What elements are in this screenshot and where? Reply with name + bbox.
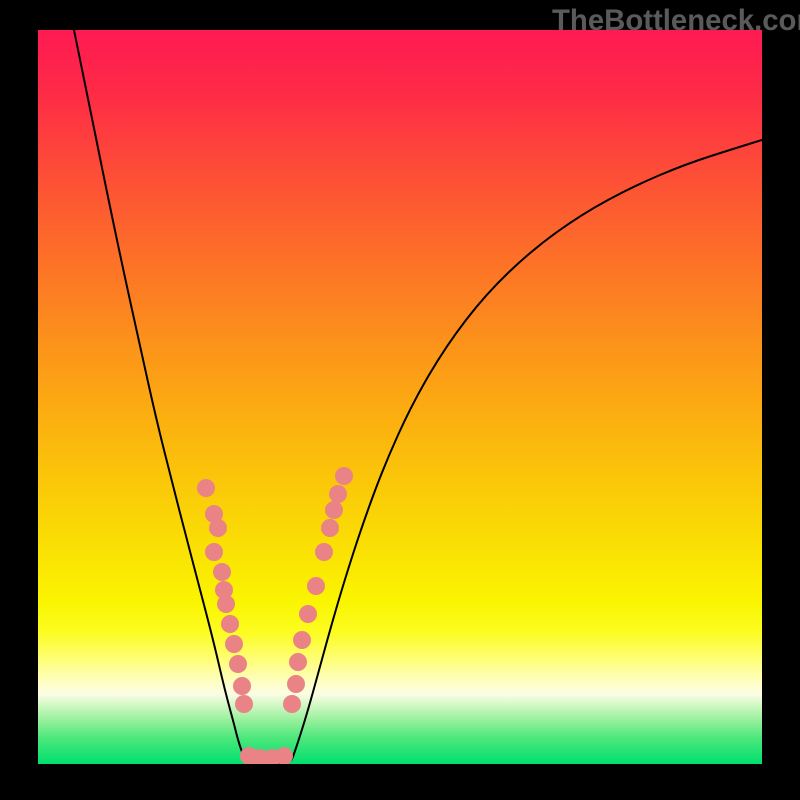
data-point: [287, 675, 305, 693]
data-point: [299, 605, 317, 623]
data-point: [197, 479, 215, 497]
gradient-background: [38, 30, 762, 764]
data-point: [283, 695, 301, 713]
chart-svg: [38, 30, 762, 764]
data-point: [229, 655, 247, 673]
outer-frame: TheBottleneck.com: [0, 0, 800, 800]
data-point: [329, 485, 347, 503]
data-point: [205, 543, 223, 561]
data-point: [289, 653, 307, 671]
data-point: [307, 577, 325, 595]
data-point: [315, 543, 333, 561]
data-point: [209, 519, 227, 537]
data-point: [221, 615, 239, 633]
data-point: [233, 677, 251, 695]
data-point: [225, 635, 243, 653]
data-point: [325, 501, 343, 519]
watermark-text: TheBottleneck.com: [552, 4, 800, 38]
data-point: [235, 695, 253, 713]
data-point: [293, 631, 311, 649]
data-point: [321, 519, 339, 537]
data-point: [217, 595, 235, 613]
data-point: [213, 563, 231, 581]
data-point: [335, 467, 353, 485]
plot-area: [38, 30, 762, 764]
